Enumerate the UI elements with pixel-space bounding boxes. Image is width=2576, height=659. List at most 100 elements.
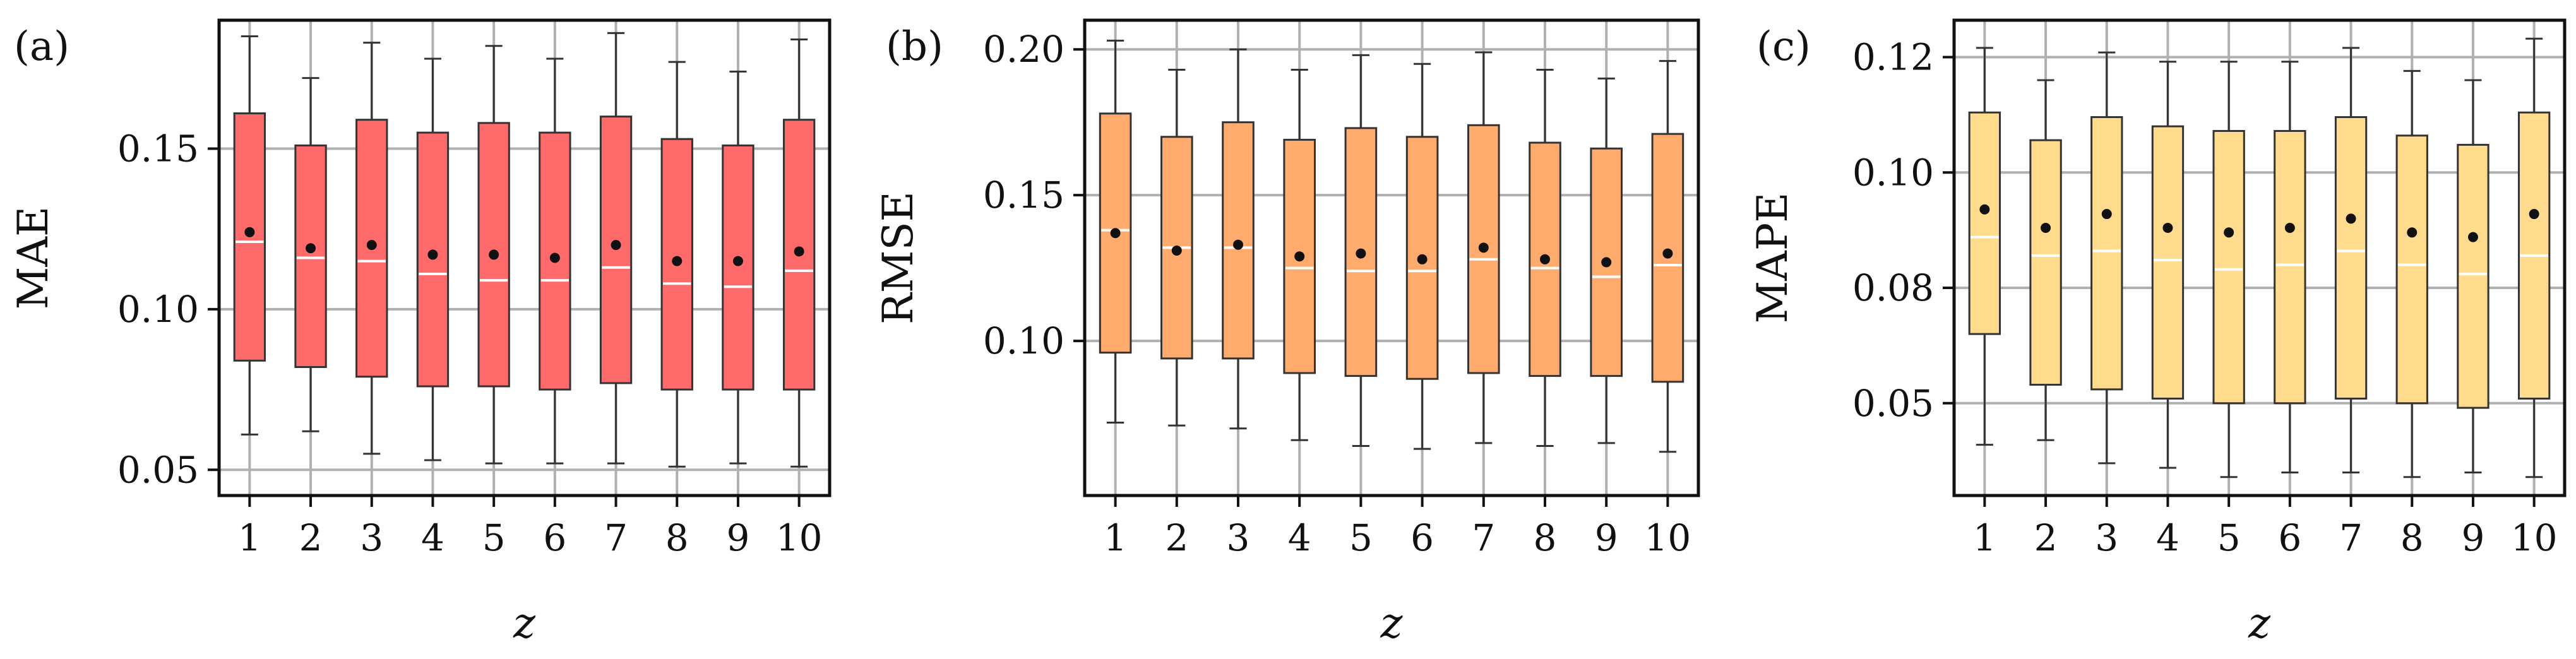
- x-tick-label: 2: [299, 516, 323, 559]
- y-tick-label: 0.12: [1852, 35, 1934, 78]
- box-5: [1344, 54, 1378, 447]
- mean-marker: [2467, 232, 2478, 242]
- box-1: [233, 35, 266, 436]
- mean-marker: [306, 243, 316, 254]
- y-tick-label: 0.20: [983, 28, 1064, 71]
- box-3: [1222, 48, 1255, 430]
- mean-marker: [1478, 242, 1489, 253]
- mean-marker: [244, 227, 255, 237]
- x-tick-label: 9: [1595, 516, 1618, 559]
- mean-marker: [1171, 245, 1182, 256]
- boxes: [233, 32, 816, 468]
- box-2: [2029, 79, 2062, 441]
- panel-1: 1 2 3 4 5 6 7 8 9 10 0.05 0.10 0.15 z MAE (a): [9, 18, 832, 648]
- box-7: [1467, 51, 1500, 444]
- mean-marker: [1662, 248, 1673, 259]
- y-ticks: 0.05 0.10 0.15: [117, 128, 219, 491]
- box-iqr: [722, 144, 754, 391]
- mean-marker: [611, 240, 621, 251]
- box-iqr: [233, 112, 266, 362]
- box-8: [2395, 69, 2428, 478]
- x-tick-label: 4: [2156, 516, 2179, 559]
- axes-frame: [1952, 18, 2567, 497]
- y-tick-label: 0.10: [117, 288, 199, 331]
- x-tick-label: 7: [2339, 516, 2363, 559]
- box-9: [2457, 79, 2490, 473]
- x-tick-label: 1: [238, 516, 261, 559]
- y-tick-label: 0.08: [1852, 266, 1934, 309]
- x-tick-label: 5: [2217, 516, 2241, 559]
- x-axis-label: z: [1380, 599, 1404, 648]
- mean-marker: [366, 240, 377, 251]
- panel-label: (c): [1756, 23, 1811, 70]
- x-ticks: 1 2 3 4 5 6 7 8 9 10: [238, 496, 823, 559]
- box-9: [722, 70, 754, 465]
- mean-marker: [1417, 254, 1428, 264]
- box-iqr: [2457, 143, 2490, 409]
- x-tick-label: 3: [2095, 516, 2118, 559]
- box-iqr: [294, 144, 327, 368]
- x-tick-label: 9: [726, 516, 749, 559]
- x-tick-label: 8: [1534, 516, 1557, 559]
- mean-marker: [672, 256, 683, 266]
- x-tick-label: 2: [2034, 516, 2058, 559]
- mean-marker: [2346, 213, 2356, 224]
- panel-3: 1 2 3 4 5 6 7 8 9 10 0.05 0.08 0.10 0.12 z MAPE (c): [1748, 18, 2567, 648]
- box-iqr: [2334, 116, 2368, 400]
- box-iqr: [2151, 125, 2185, 400]
- mean-marker: [732, 256, 743, 266]
- x-tick-label: 6: [543, 516, 566, 559]
- mean-marker: [1356, 248, 1366, 259]
- box-4: [416, 57, 450, 461]
- mean-marker: [2041, 222, 2051, 233]
- mean-marker: [2284, 222, 2295, 233]
- box-6: [1405, 62, 1439, 450]
- x-tick-label: 10: [1644, 516, 1691, 559]
- mean-marker: [2224, 227, 2234, 238]
- box-3: [355, 42, 388, 455]
- x-tick-label: 5: [1349, 516, 1373, 559]
- box-iqr: [1968, 111, 2001, 335]
- x-tick-label: 3: [360, 516, 383, 559]
- mean-marker: [1979, 204, 1990, 215]
- mean-marker: [489, 249, 499, 260]
- box-1: [1099, 39, 1132, 424]
- box-iqr: [2395, 134, 2428, 405]
- x-axis-label: z: [513, 599, 536, 648]
- box-10: [1651, 60, 1685, 453]
- x-tick-label: 5: [482, 516, 506, 559]
- panel-label: (b): [886, 23, 943, 70]
- x-tick-label: 7: [1472, 516, 1495, 559]
- box-iqr: [782, 119, 816, 391]
- box-5: [477, 45, 510, 465]
- x-tick-label: 1: [1104, 516, 1127, 559]
- mean-marker: [1540, 254, 1550, 264]
- mean-marker: [1294, 251, 1305, 262]
- boxes: [1099, 39, 1685, 453]
- box-4: [1283, 69, 1316, 441]
- x-tick-label: 4: [1288, 516, 1311, 559]
- box-4: [2151, 61, 2185, 469]
- x-tick-label: 3: [1227, 516, 1250, 559]
- x-tick-label: 8: [665, 516, 689, 559]
- y-tick-label: 0.10: [1852, 151, 1934, 194]
- box-iqr: [2274, 129, 2306, 405]
- mean-marker: [2529, 209, 2539, 220]
- box-9: [1590, 77, 1623, 444]
- x-tick-label: 6: [1410, 516, 1434, 559]
- x-axis-label: z: [2248, 599, 2271, 648]
- box-3: [2090, 51, 2123, 465]
- x-tick-label: 2: [1165, 516, 1188, 559]
- x-tick-label: 4: [421, 516, 444, 559]
- box-10: [782, 39, 816, 468]
- panel-2: 1 2 3 4 5 6 7 8 9 10 0.10 0.15 0.20 z RMSE (b): [874, 18, 1700, 648]
- box-6: [2274, 61, 2306, 473]
- mean-marker: [1601, 257, 1612, 268]
- y-tick-label: 0.15: [117, 128, 199, 170]
- box-6: [539, 57, 571, 465]
- box-iqr: [2090, 116, 2123, 391]
- y-tick-label: 0.05: [1852, 382, 1934, 425]
- panel-label: (a): [14, 23, 69, 70]
- box-2: [1160, 69, 1193, 427]
